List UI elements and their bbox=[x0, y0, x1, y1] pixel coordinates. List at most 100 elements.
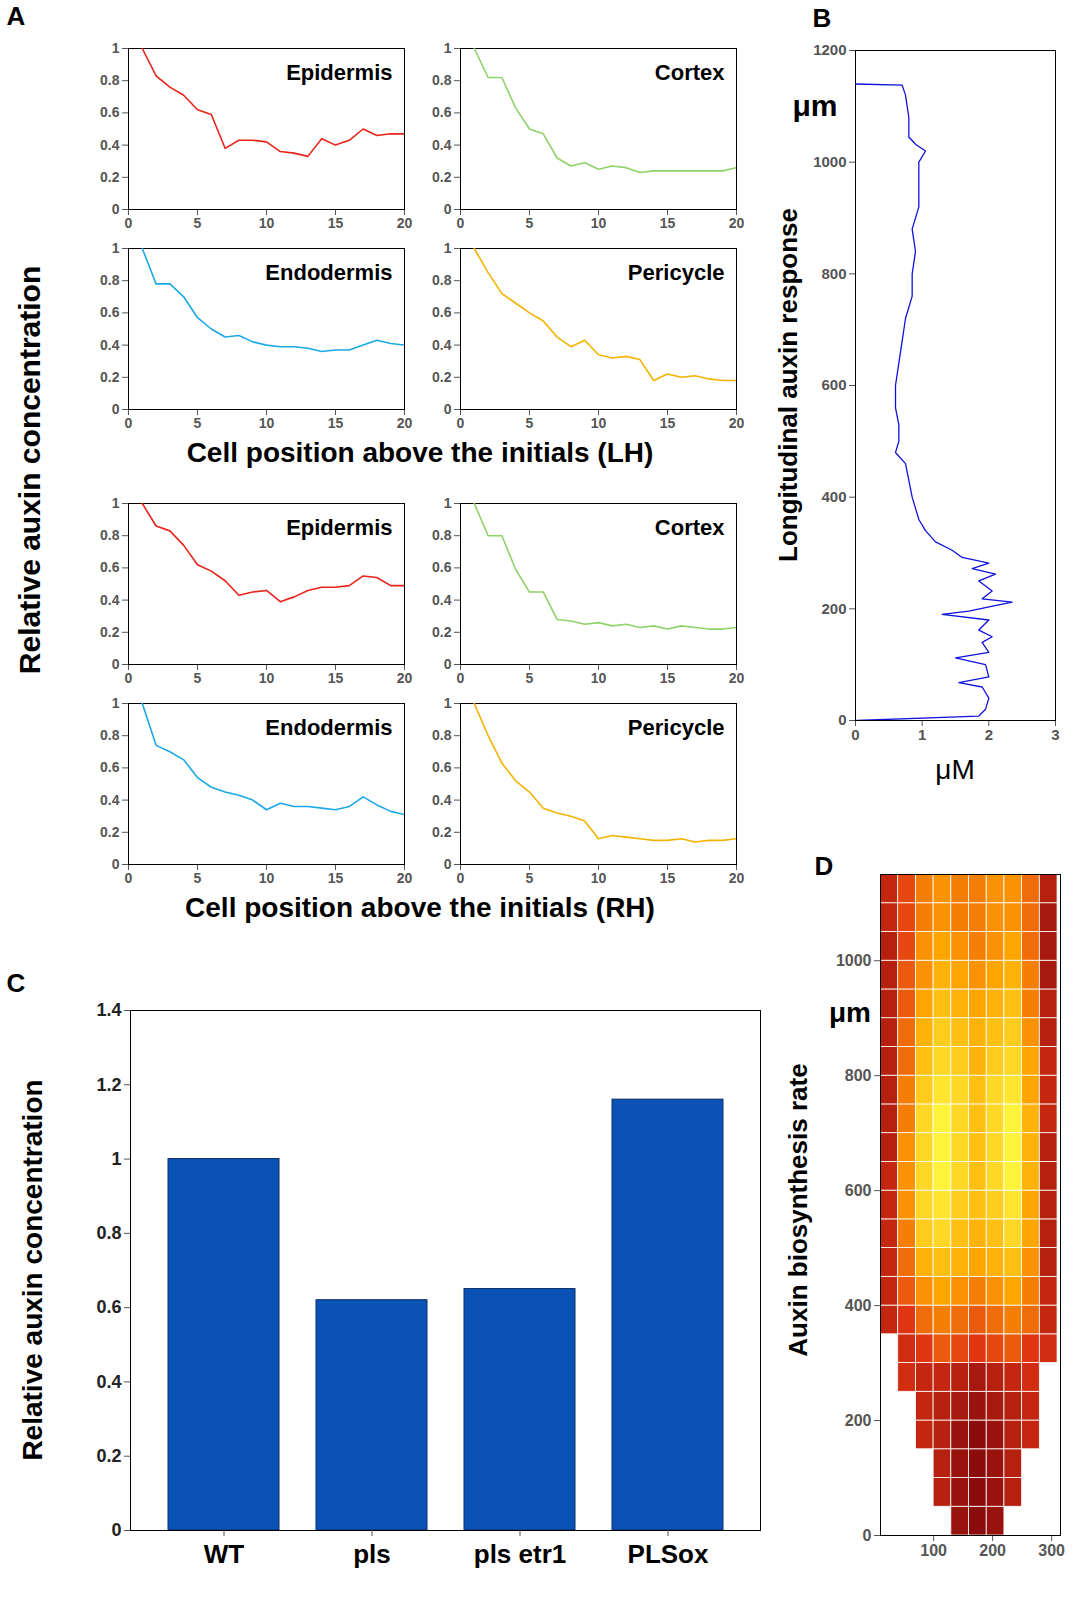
svg-text:1200: 1200 bbox=[813, 41, 846, 58]
svg-text:μM: μM bbox=[935, 754, 974, 785]
svg-text:0.2: 0.2 bbox=[100, 824, 120, 840]
svg-text:1: 1 bbox=[112, 40, 120, 56]
svg-text:1: 1 bbox=[444, 40, 452, 56]
svg-text:5: 5 bbox=[194, 670, 202, 686]
svg-text:Cell position above the initia: Cell position above the initials (RH) bbox=[185, 892, 655, 923]
svg-text:5: 5 bbox=[194, 415, 202, 431]
svg-text:0: 0 bbox=[112, 201, 120, 217]
svg-text:0.4: 0.4 bbox=[432, 792, 452, 808]
svg-text:15: 15 bbox=[660, 415, 676, 431]
svg-text:20: 20 bbox=[729, 870, 745, 886]
svg-text:0.2: 0.2 bbox=[100, 624, 120, 640]
svg-text:0.6: 0.6 bbox=[100, 104, 120, 120]
svg-text:5: 5 bbox=[194, 215, 202, 231]
svg-text:0.2: 0.2 bbox=[432, 369, 452, 385]
svg-text:C: C bbox=[7, 968, 26, 998]
svg-text:20: 20 bbox=[729, 670, 745, 686]
svg-text:0.8: 0.8 bbox=[432, 272, 452, 288]
svg-text:0.4: 0.4 bbox=[100, 137, 120, 153]
svg-text:0.4: 0.4 bbox=[432, 337, 452, 353]
svg-text:0: 0 bbox=[838, 711, 846, 728]
svg-text:0.2: 0.2 bbox=[432, 824, 452, 840]
svg-text:1.4: 1.4 bbox=[96, 1000, 121, 1020]
svg-text:WT: WT bbox=[204, 1539, 245, 1569]
svg-text:5: 5 bbox=[526, 870, 534, 886]
svg-text:Pericycle: Pericycle bbox=[628, 715, 725, 740]
svg-text:Cortex: Cortex bbox=[655, 60, 725, 85]
svg-text:0.4: 0.4 bbox=[100, 592, 120, 608]
svg-text:5: 5 bbox=[194, 870, 202, 886]
svg-text:1: 1 bbox=[444, 695, 452, 711]
svg-text:0.8: 0.8 bbox=[100, 527, 120, 543]
svg-text:0: 0 bbox=[457, 215, 465, 231]
svg-text:Pericycle: Pericycle bbox=[628, 260, 725, 285]
svg-text:Endodermis: Endodermis bbox=[265, 715, 392, 740]
svg-text:0: 0 bbox=[851, 726, 859, 743]
svg-text:0.6: 0.6 bbox=[96, 1297, 121, 1317]
svg-text:0: 0 bbox=[112, 401, 120, 417]
svg-text:A: A bbox=[7, 1, 26, 31]
svg-text:5: 5 bbox=[526, 215, 534, 231]
svg-text:Relative auxin concentration: Relative auxin concentration bbox=[17, 1079, 48, 1460]
svg-text:600: 600 bbox=[845, 1182, 872, 1199]
svg-text:0: 0 bbox=[112, 656, 120, 672]
svg-text:15: 15 bbox=[328, 870, 344, 886]
svg-text:0: 0 bbox=[457, 870, 465, 886]
svg-text:0.4: 0.4 bbox=[432, 137, 452, 153]
svg-text:0.2: 0.2 bbox=[100, 169, 120, 185]
svg-text:200: 200 bbox=[979, 1542, 1006, 1559]
svg-text:0.8: 0.8 bbox=[100, 272, 120, 288]
svg-text:5: 5 bbox=[526, 415, 534, 431]
svg-text:10: 10 bbox=[591, 870, 607, 886]
svg-text:20: 20 bbox=[397, 870, 413, 886]
svg-text:0: 0 bbox=[457, 415, 465, 431]
svg-text:5: 5 bbox=[526, 670, 534, 686]
svg-text:1: 1 bbox=[918, 726, 926, 743]
svg-text:0.8: 0.8 bbox=[432, 527, 452, 543]
svg-text:15: 15 bbox=[328, 415, 344, 431]
svg-text:1: 1 bbox=[112, 495, 120, 511]
svg-text:15: 15 bbox=[328, 670, 344, 686]
svg-text:0.6: 0.6 bbox=[432, 304, 452, 320]
svg-text:0.6: 0.6 bbox=[100, 759, 120, 775]
svg-text:0.2: 0.2 bbox=[432, 624, 452, 640]
svg-text:0.8: 0.8 bbox=[432, 72, 452, 88]
svg-text:0: 0 bbox=[457, 670, 465, 686]
svg-text:B: B bbox=[813, 3, 832, 33]
svg-text:Epidermis: Epidermis bbox=[286, 515, 392, 540]
svg-text:0.8: 0.8 bbox=[100, 72, 120, 88]
svg-text:0: 0 bbox=[444, 201, 452, 217]
svg-text:0: 0 bbox=[111, 1520, 121, 1540]
svg-text:15: 15 bbox=[660, 670, 676, 686]
svg-text:3: 3 bbox=[1051, 726, 1059, 743]
svg-text:1: 1 bbox=[444, 240, 452, 256]
svg-text:100: 100 bbox=[920, 1542, 947, 1559]
svg-text:800: 800 bbox=[845, 1067, 872, 1084]
svg-text:400: 400 bbox=[821, 488, 846, 505]
svg-text:0: 0 bbox=[112, 856, 120, 872]
svg-text:1: 1 bbox=[111, 1149, 121, 1169]
svg-text:0.6: 0.6 bbox=[100, 304, 120, 320]
svg-text:800: 800 bbox=[821, 265, 846, 282]
svg-text:15: 15 bbox=[660, 215, 676, 231]
svg-text:15: 15 bbox=[660, 870, 676, 886]
svg-text:0: 0 bbox=[444, 656, 452, 672]
svg-text:10: 10 bbox=[259, 870, 275, 886]
svg-text:20: 20 bbox=[729, 415, 745, 431]
svg-text:20: 20 bbox=[729, 215, 745, 231]
svg-text:1000: 1000 bbox=[836, 952, 872, 969]
svg-text:600: 600 bbox=[821, 376, 846, 393]
svg-text:1: 1 bbox=[112, 695, 120, 711]
svg-text:Cortex: Cortex bbox=[655, 515, 725, 540]
svg-text:300: 300 bbox=[1038, 1542, 1065, 1559]
svg-text:0.4: 0.4 bbox=[100, 337, 120, 353]
svg-text:0: 0 bbox=[125, 415, 133, 431]
svg-text:0.6: 0.6 bbox=[100, 559, 120, 575]
svg-text:D: D bbox=[815, 851, 834, 881]
svg-text:20: 20 bbox=[397, 415, 413, 431]
svg-text:Epidermis: Epidermis bbox=[286, 60, 392, 85]
svg-text:0.4: 0.4 bbox=[96, 1372, 121, 1392]
svg-text:0.4: 0.4 bbox=[100, 792, 120, 808]
svg-text:0.6: 0.6 bbox=[432, 759, 452, 775]
svg-text:Endodermis: Endodermis bbox=[265, 260, 392, 285]
